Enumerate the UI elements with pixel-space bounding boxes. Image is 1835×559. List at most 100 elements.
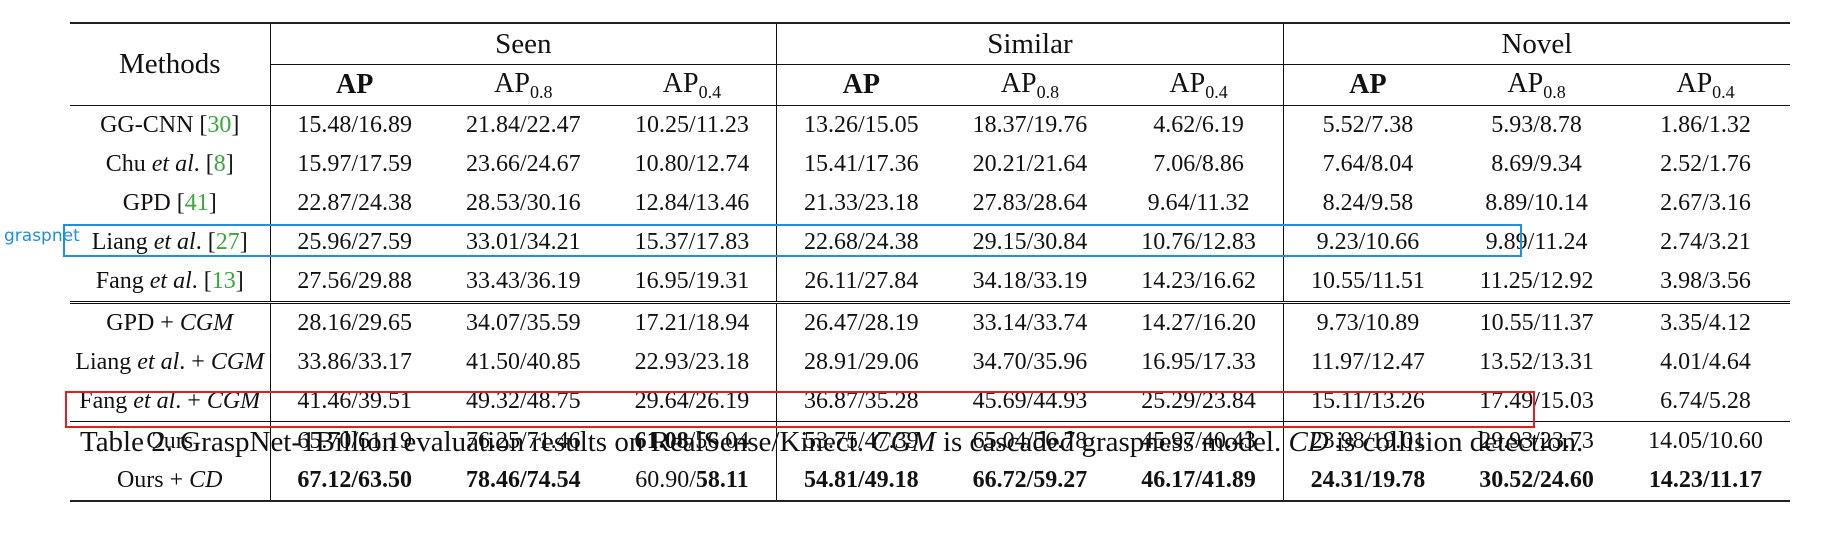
metric-value: 22.93/23.18 xyxy=(634,349,750,375)
header-row-metrics: AP AP0.8 AP0.4 AP AP0.8 AP0.4 AP AP0.8 AP0.4 xyxy=(70,64,1790,106)
metric-value: 2.67/3.16 xyxy=(1660,190,1751,216)
table-row: Liang et al. [27] 25.96/27.59 33.01/34.21 1… xyxy=(70,223,1790,262)
metric-value: 20.21/21.64 xyxy=(972,151,1088,177)
metric-value: 2.52/1.76 xyxy=(1660,151,1751,177)
metric-value: 16.95/17.33 xyxy=(1141,349,1256,375)
metric-value: 22.68/24.38 xyxy=(776,223,946,262)
group-header-seen: Seen xyxy=(269,23,777,65)
metric-value: 33.43/36.19 xyxy=(465,268,581,294)
method-name: GPD [41] xyxy=(122,190,217,216)
metric-value: 25.96/27.59 xyxy=(269,223,439,262)
metric-value: 14.05/10.60 xyxy=(1621,421,1790,461)
metric-header: AP xyxy=(269,64,439,106)
table-row: Fang et al. + CGM 41.46/39.51 49.32/48.75 2… xyxy=(70,382,1790,422)
metric-value: 10.55/11.51 xyxy=(1282,262,1453,303)
metric-value: 49.32/48.75 xyxy=(465,388,581,414)
metric-value: 9.23/10.66 xyxy=(1282,223,1453,262)
metric-value: 25.29/23.84 xyxy=(1141,388,1256,414)
method-name: Chu et al. [8] xyxy=(105,151,234,177)
metric-value: 4.01/4.64 xyxy=(1660,349,1751,375)
metric-value: 46.17/41.89 xyxy=(1114,461,1284,502)
group-header-novel: Novel xyxy=(1282,23,1790,65)
metric-value: 15.37/17.83 xyxy=(634,229,750,255)
metric-value: 29.64/26.19 xyxy=(634,388,750,414)
metric-value: 33.86/33.17 xyxy=(269,343,439,382)
metric-value: 9.73/10.89 xyxy=(1282,301,1453,343)
metric-value: 28.53/30.16 xyxy=(465,190,581,216)
metric-value: 6.74/5.28 xyxy=(1660,388,1751,414)
table-row: GG-CNN [30] 15.48/16.89 21.84/22.47 10.25/1… xyxy=(70,105,1790,145)
metric-value: 34.07/35.59 xyxy=(438,301,608,343)
table-row: Ours + CD 67.12/63.50 78.46/74.54 60.90/58.… xyxy=(70,461,1790,502)
metric-value: 4.62/6.19 xyxy=(1114,105,1284,145)
metric-header: AP xyxy=(776,64,946,106)
metric-value: 22.87/24.38 xyxy=(269,184,439,223)
metric-value: 41.46/39.51 xyxy=(269,382,439,422)
metric-value: 15.48/16.89 xyxy=(269,105,439,145)
metric-value: 14.23/16.62 xyxy=(1141,268,1256,294)
header-row-groups: Methods Seen Similar Novel xyxy=(70,23,1790,80)
metric-value: 12.84/13.46 xyxy=(634,190,750,216)
metric-value: 18.37/19.76 xyxy=(945,105,1115,145)
metric-value: 27.83/28.64 xyxy=(972,190,1088,216)
metric-value: 45.69/44.93 xyxy=(972,388,1088,414)
metric-value: 9.64/11.32 xyxy=(1147,190,1250,216)
metric-value: 27.56/29.88 xyxy=(269,262,439,303)
table-row: GPD + CGM 28.16/29.65 34.07/35.59 17.21/18.… xyxy=(70,301,1790,343)
metric-value: 2.74/3.21 xyxy=(1660,229,1751,255)
metric-value: 21.33/23.18 xyxy=(776,184,946,223)
metric-value: 15.97/17.59 xyxy=(269,145,439,184)
metric-value: 28.91/29.06 xyxy=(776,343,946,382)
metric-value: 24.31/19.78 xyxy=(1282,461,1453,502)
metric-value: 67.12/63.50 xyxy=(269,461,439,502)
metric-value: 78.46/74.54 xyxy=(438,461,608,502)
metric-header: AP0.4 xyxy=(1676,67,1735,102)
method-name: GPD + CGM xyxy=(70,301,270,343)
metric-value: 54.81/49.18 xyxy=(776,461,946,502)
group-header-similar: Similar xyxy=(776,23,1284,65)
metric-value: 13.52/13.31 xyxy=(1479,349,1594,375)
metric-value: 34.70/35.96 xyxy=(972,349,1088,375)
metric-value: 26.11/27.84 xyxy=(776,262,946,303)
metric-value: 41.50/40.85 xyxy=(465,349,581,375)
method-name: Liang et al. + CGM xyxy=(75,349,265,375)
metric-value: 11.97/12.47 xyxy=(1282,343,1453,382)
metric-value: 23.66/24.67 xyxy=(465,151,581,177)
metric-value: 14.23/11.17 xyxy=(1621,461,1790,502)
metric-value: 16.95/19.31 xyxy=(634,268,750,294)
metric-value: 15.11/13.26 xyxy=(1282,382,1453,422)
metric-value: 66.72/59.27 xyxy=(945,461,1115,502)
table-row: GPD [41] 22.87/24.38 28.53/30.16 12.84/13.4… xyxy=(70,184,1790,223)
metric-header: AP xyxy=(1282,64,1453,106)
method-name: Fang et al. + CGM xyxy=(79,388,261,414)
metric-header: AP0.8 xyxy=(494,67,553,102)
method-name: Liang et al. [27] xyxy=(91,229,248,255)
table-row: Fang et al. [13] 27.56/29.88 33.43/36.19 16… xyxy=(70,262,1790,303)
metric-value: 7.64/8.04 xyxy=(1282,145,1453,184)
method-name: GG-CNN [30] xyxy=(70,105,270,145)
metric-value: 7.06/8.86 xyxy=(1153,151,1244,177)
metric-value: 8.89/10.14 xyxy=(1485,190,1588,216)
method-name: Ours + CD xyxy=(70,461,270,502)
metric-value: 36.87/35.28 xyxy=(776,382,946,422)
metric-value: 10.55/11.37 xyxy=(1452,301,1621,343)
metric-value: 34.18/33.19 xyxy=(972,268,1088,294)
graspnet-annotation-label: graspnet xyxy=(4,226,80,246)
metric-value: 15.41/17.36 xyxy=(776,145,946,184)
metric-header: AP0.8 xyxy=(1507,67,1566,102)
metric-value: 8.69/9.34 xyxy=(1491,151,1582,177)
metric-value: 13.26/15.05 xyxy=(776,105,946,145)
metric-value: 14.27/16.20 xyxy=(1114,301,1284,343)
metric-value: 11.25/12.92 xyxy=(1479,268,1594,294)
metric-header: AP0.4 xyxy=(1169,67,1228,102)
metric-value: 3.35/4.12 xyxy=(1621,301,1790,343)
metric-value: 3.98/3.56 xyxy=(1660,268,1751,294)
metric-value: 5.52/7.38 xyxy=(1282,105,1453,145)
metric-value: 17.49/15.03 xyxy=(1479,388,1594,414)
metric-value: 17.21/18.94 xyxy=(607,301,777,343)
metric-value: 30.52/24.60 xyxy=(1452,461,1621,502)
metric-value: 9.89/11.24 xyxy=(1485,229,1588,255)
metric-value: 10.25/11.23 xyxy=(607,105,777,145)
metric-value: 10.76/12.83 xyxy=(1141,229,1256,255)
table-row: Chu et al. [8] 15.97/17.59 23.66/24.67 10.8… xyxy=(70,145,1790,184)
